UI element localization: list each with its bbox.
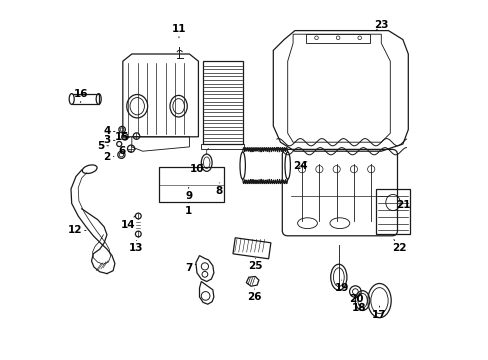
Text: 24: 24	[292, 161, 307, 171]
Text: 25: 25	[247, 258, 262, 271]
Text: 22: 22	[391, 239, 406, 253]
Text: 17: 17	[371, 306, 386, 320]
Text: 5: 5	[97, 141, 108, 151]
Text: 21: 21	[395, 197, 409, 210]
Text: 15: 15	[115, 132, 129, 142]
Bar	[375, 189, 409, 234]
Text: 12: 12	[67, 225, 86, 235]
Text: 16: 16	[73, 89, 88, 103]
Bar	[203, 61, 242, 144]
Text: 2: 2	[103, 152, 114, 162]
Text: 18: 18	[351, 303, 366, 313]
Ellipse shape	[69, 94, 74, 104]
Bar	[201, 144, 244, 149]
Text: 3: 3	[103, 135, 115, 145]
Text: 11: 11	[171, 24, 186, 38]
Text: 14: 14	[121, 216, 136, 230]
Text: 6: 6	[118, 146, 131, 156]
Text: 20: 20	[348, 293, 363, 304]
Text: 9: 9	[185, 187, 192, 201]
Bar	[159, 167, 223, 202]
Text: 1: 1	[184, 203, 192, 216]
Text: 8: 8	[215, 183, 223, 196]
Text: 19: 19	[334, 280, 348, 293]
Text: 4: 4	[103, 126, 115, 136]
Text: 26: 26	[247, 289, 261, 302]
Text: 13: 13	[129, 240, 143, 253]
Text: 23: 23	[373, 20, 388, 31]
Bar	[72, 94, 99, 104]
Text: 10: 10	[189, 164, 204, 174]
Text: 7: 7	[184, 263, 196, 273]
Bar	[305, 34, 370, 43]
Bar	[232, 238, 270, 259]
